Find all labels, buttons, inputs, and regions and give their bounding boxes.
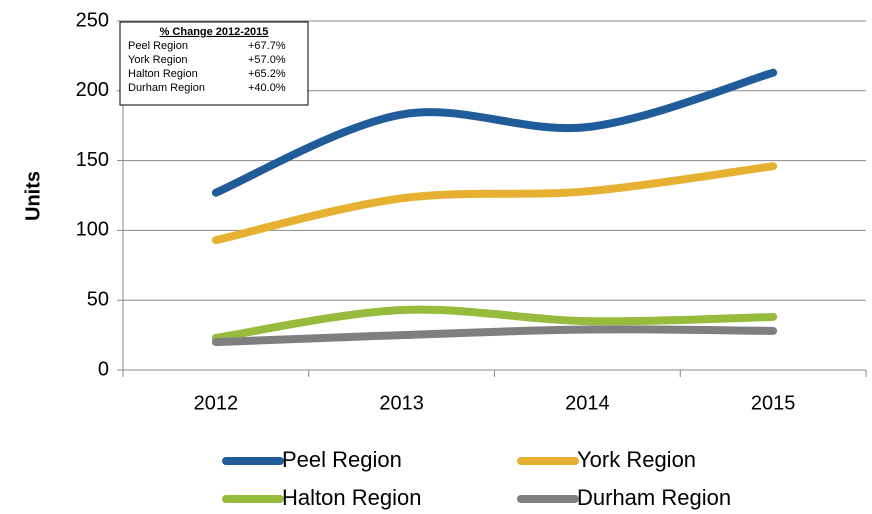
x-tick-label: 2014 bbox=[565, 392, 610, 414]
x-tick-label: 2013 bbox=[379, 392, 424, 414]
x-tick-label: 2015 bbox=[751, 392, 796, 414]
annotation-value: +65.2% bbox=[248, 68, 286, 80]
y-tick-label: 200 bbox=[76, 79, 109, 101]
annotation-name: Halton Region bbox=[128, 68, 198, 80]
y-axis-label: Units bbox=[22, 171, 44, 221]
legend-label: York Region bbox=[577, 447, 696, 472]
annotation-value: +67.7% bbox=[248, 40, 286, 52]
series-line bbox=[211, 325, 778, 347]
series-line bbox=[211, 305, 778, 342]
annotation-title: % Change 2012-2015 bbox=[160, 26, 269, 38]
legend-label: Peel Region bbox=[282, 447, 402, 472]
series-line bbox=[211, 68, 778, 197]
annotation-value: +40.0% bbox=[248, 82, 286, 94]
annotation-name: Peel Region bbox=[128, 40, 188, 52]
y-tick-label: 50 bbox=[87, 288, 109, 310]
y-tick-label: 250 bbox=[76, 9, 109, 31]
annotation-value: +57.0% bbox=[248, 54, 286, 66]
series-line bbox=[211, 162, 778, 245]
annotation-name: York Region bbox=[128, 54, 188, 66]
legend-label: Durham Region bbox=[577, 485, 731, 510]
y-tick-label: 0 bbox=[98, 358, 109, 380]
legend-label: Halton Region bbox=[282, 485, 421, 510]
annotation-name: Durham Region bbox=[128, 82, 205, 94]
x-tick-label: 2012 bbox=[194, 392, 239, 414]
y-tick-label: 150 bbox=[76, 149, 109, 171]
y-tick-label: 100 bbox=[76, 219, 109, 241]
annotation-box bbox=[119, 21, 309, 106]
